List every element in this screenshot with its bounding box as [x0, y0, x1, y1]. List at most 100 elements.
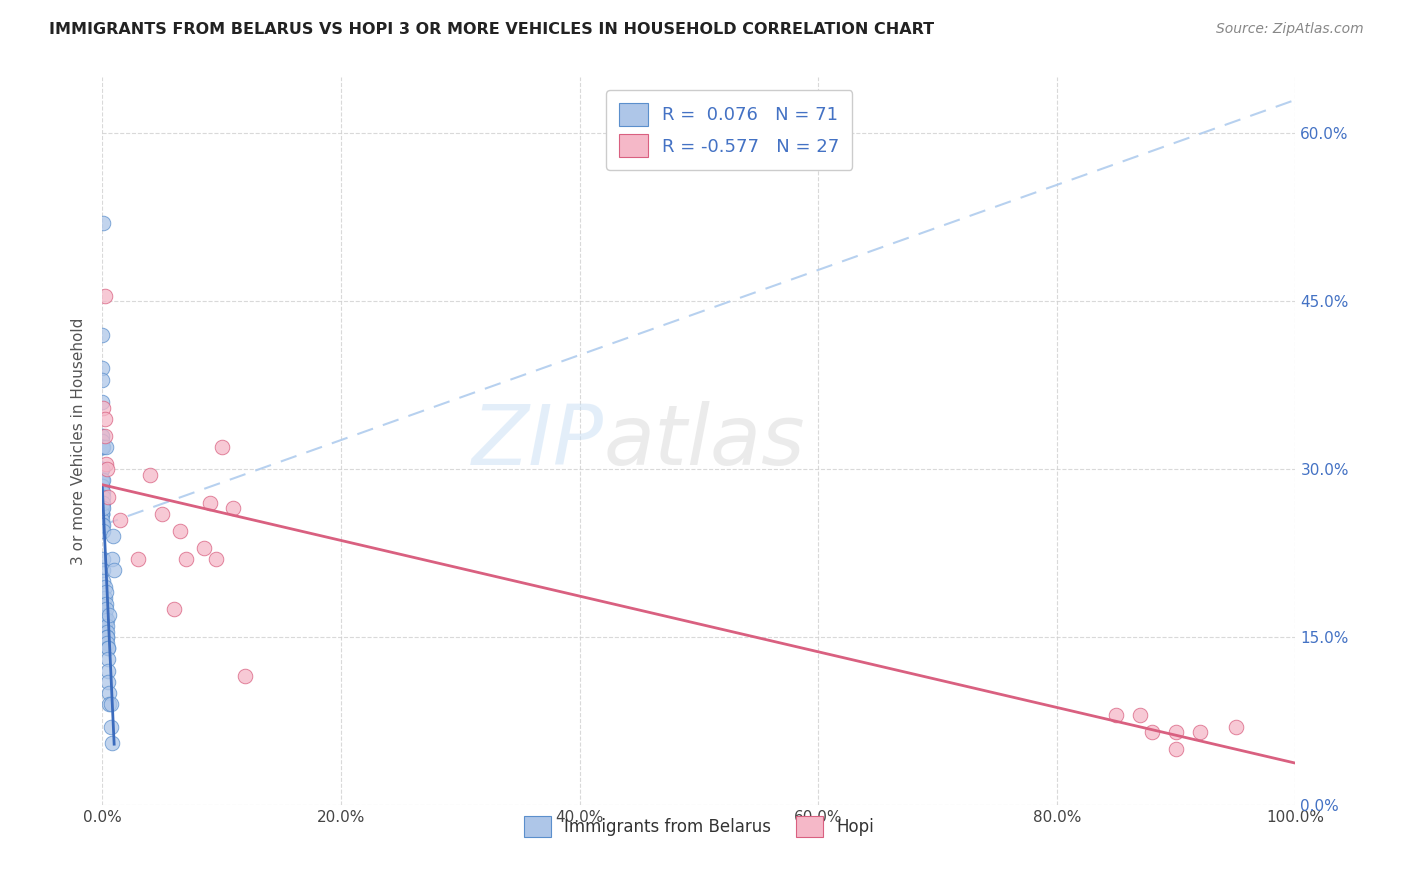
Point: [91, 507, 114, 521]
Point: [1105, 708, 1128, 723]
Point: [1166, 725, 1188, 739]
Point: [91, 327, 114, 342]
Y-axis label: 3 or more Vehicles in Household: 3 or more Vehicles in Household: [72, 318, 86, 565]
Point: [1225, 720, 1247, 734]
Point: [94, 585, 117, 599]
Point: [96, 636, 118, 650]
Point: [91, 484, 114, 499]
Point: [93, 607, 115, 622]
Point: [139, 467, 162, 482]
Point: [98, 686, 121, 700]
Point: [96, 630, 118, 644]
Point: [96, 462, 118, 476]
Point: [93, 591, 115, 605]
Point: [91, 462, 114, 476]
Point: [127, 551, 149, 566]
Point: [93, 289, 115, 303]
Point: [93, 518, 115, 533]
Point: [91, 507, 114, 521]
Point: [91, 373, 114, 387]
Point: [91, 501, 114, 516]
Text: atlas: atlas: [603, 401, 806, 482]
Point: [94, 602, 117, 616]
Point: [91, 484, 114, 499]
Point: [91, 518, 114, 533]
Point: [97, 674, 120, 689]
Point: [93, 484, 115, 499]
Point: [93, 440, 115, 454]
Point: [103, 563, 125, 577]
Point: [1188, 725, 1211, 739]
Point: [93, 563, 115, 577]
Point: [204, 551, 226, 566]
Point: [1129, 708, 1152, 723]
Point: [96, 619, 118, 633]
Point: [108, 512, 131, 526]
Point: [91, 512, 114, 526]
Point: [163, 602, 186, 616]
Point: [96, 630, 118, 644]
Point: [93, 216, 115, 230]
Point: [93, 474, 115, 488]
Point: [94, 597, 117, 611]
Point: [91, 496, 114, 510]
Point: [193, 541, 215, 555]
Text: IMMIGRANTS FROM BELARUS VS HOPI 3 OR MORE VEHICLES IN HOUSEHOLD CORRELATION CHAR: IMMIGRANTS FROM BELARUS VS HOPI 3 OR MOR…: [49, 22, 935, 37]
Point: [91, 395, 114, 409]
Point: [98, 698, 121, 712]
Point: [91, 440, 114, 454]
Point: [91, 440, 114, 454]
Point: [93, 412, 115, 426]
Point: [1166, 742, 1188, 756]
Point: [100, 551, 122, 566]
Point: [94, 440, 117, 454]
Point: [91, 474, 114, 488]
Point: [91, 507, 114, 521]
Point: [94, 457, 117, 471]
Point: [93, 580, 115, 594]
Point: [91, 434, 114, 449]
Point: [97, 652, 120, 666]
Point: [91, 440, 114, 454]
Point: [98, 607, 121, 622]
Point: [93, 551, 115, 566]
Point: [198, 496, 221, 510]
Point: [91, 462, 114, 476]
Point: [235, 669, 257, 683]
Point: [169, 524, 191, 538]
Point: [100, 736, 122, 750]
Point: [97, 641, 120, 656]
Point: [97, 664, 120, 678]
Point: [93, 574, 115, 589]
Point: [91, 479, 114, 493]
Point: [96, 613, 118, 627]
Point: [93, 496, 115, 510]
Point: [93, 501, 115, 516]
Text: Source: ZipAtlas.com: Source: ZipAtlas.com: [1216, 22, 1364, 37]
Point: [100, 698, 122, 712]
Point: [93, 613, 115, 627]
Point: [211, 440, 233, 454]
Point: [91, 479, 114, 493]
Point: [222, 501, 245, 516]
Point: [97, 641, 120, 656]
Point: [174, 551, 197, 566]
Point: [101, 529, 124, 543]
Point: [91, 501, 114, 516]
Legend: Immigrants from Belarus, Hopi: Immigrants from Belarus, Hopi: [517, 809, 880, 844]
Point: [93, 401, 115, 415]
Point: [97, 490, 120, 504]
Point: [91, 462, 114, 476]
Point: [1142, 725, 1164, 739]
Point: [91, 518, 114, 533]
Point: [93, 490, 115, 504]
Point: [93, 597, 115, 611]
Point: [93, 619, 115, 633]
Point: [91, 496, 114, 510]
Point: [150, 507, 173, 521]
Point: [91, 428, 114, 442]
Point: [91, 474, 114, 488]
Point: [96, 624, 118, 639]
Point: [91, 361, 114, 376]
Point: [100, 720, 122, 734]
